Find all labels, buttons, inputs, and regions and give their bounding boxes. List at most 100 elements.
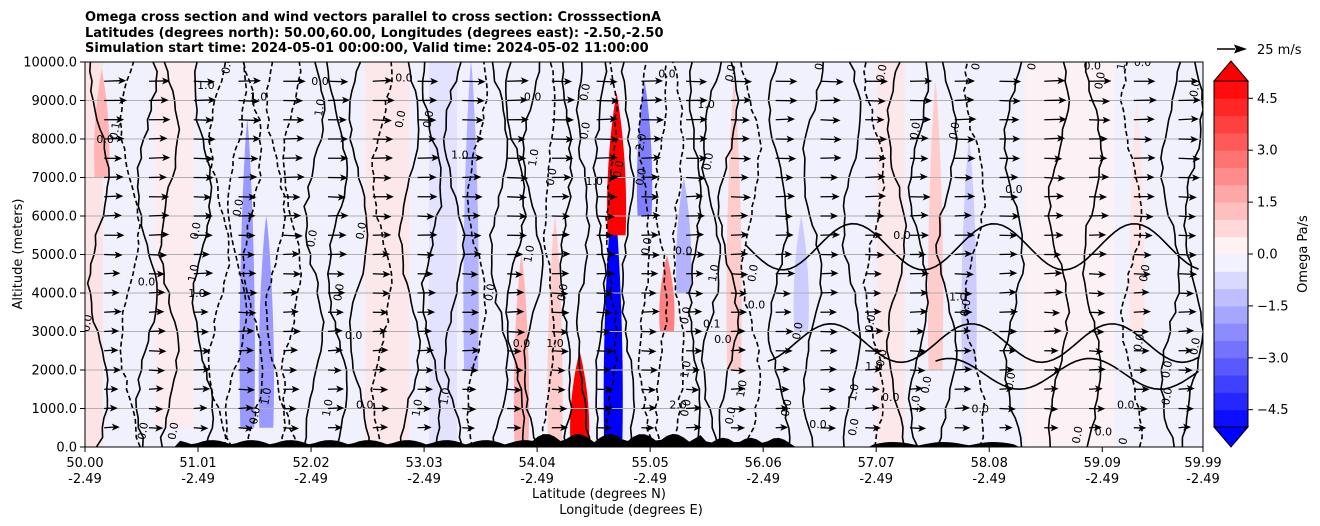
wind-vector-57 <box>238 424 254 432</box>
contour-label-50: 0.0 <box>678 398 694 417</box>
wind-vector-359 <box>909 97 933 105</box>
wind-vector-head-424 <box>1097 309 1106 317</box>
contour-label-84: 0.0 <box>1083 60 1101 73</box>
wind-vector-210 <box>596 405 613 413</box>
contour-label-55: 0.0 <box>723 406 739 425</box>
wind-vector-77 <box>283 405 297 413</box>
wind-vector-head-86 <box>294 232 303 240</box>
wind-vector-head-187 <box>520 116 529 124</box>
wind-vector-42 <box>193 347 211 355</box>
contour-label-9: 1.0 <box>188 287 206 300</box>
wind-vector-237 <box>641 251 660 259</box>
wind-vector-378 <box>954 96 975 104</box>
wind-vector-277 <box>730 212 749 220</box>
wind-vector-135 <box>417 385 433 393</box>
wind-vector-shaft-259 <box>686 195 698 198</box>
wind-vector-shaft-253 <box>686 311 697 313</box>
wind-vector-425 <box>1088 290 1106 298</box>
wind-vector-shaft-401 <box>1044 388 1053 390</box>
wind-vector-33 <box>148 154 171 162</box>
wind-vector-head-141 <box>425 270 434 278</box>
wind-vector-head-449 <box>1146 193 1155 201</box>
wind-vector-93 <box>283 97 304 105</box>
wind-vector-head-225 <box>609 115 618 123</box>
wind-vector-head-213 <box>606 347 615 355</box>
x-tick-label-lon-7: -2.49 <box>859 472 893 487</box>
wind-vector-head-135 <box>424 385 433 393</box>
wind-vector-head-296 <box>784 212 793 220</box>
colorbar-segment-2 <box>1214 375 1248 393</box>
wind-vector-head-131 <box>386 96 395 104</box>
wind-vector-87 <box>283 212 302 220</box>
wind-vector-head-356 <box>920 155 929 163</box>
wind-vector-head-347 <box>916 327 925 335</box>
wind-vector-head-216 <box>605 289 614 297</box>
contour-label-32: 1.0 <box>521 244 537 263</box>
wind-vector-head-56 <box>207 78 216 86</box>
wind-vector-shaft-176 <box>507 330 520 333</box>
wind-vector-shaft-435 <box>1088 99 1105 102</box>
wind-vector-head-104 <box>339 250 348 258</box>
wind-vector-289 <box>775 347 793 355</box>
wind-vector-head-433 <box>1099 135 1108 143</box>
wind-vector-head-121 <box>382 289 391 297</box>
wind-vector-245 <box>641 96 663 104</box>
wind-vector-head-239 <box>652 211 661 219</box>
wind-vector-213 <box>596 347 615 355</box>
wind-vector-head-46 <box>205 269 214 277</box>
wind-vector-146 <box>417 173 437 181</box>
wind-vector-head-165 <box>473 173 482 181</box>
wind-vector-head-272 <box>739 308 748 316</box>
wind-vector-46 <box>193 269 214 277</box>
wind-vector-head-442 <box>1141 328 1150 336</box>
wind-vector-head-421 <box>1097 365 1106 373</box>
wind-vector-105 <box>328 231 347 239</box>
wind-vector-head-154 <box>468 385 477 393</box>
wind-vector-head-47 <box>201 250 210 258</box>
wind-vector-head-124 <box>383 231 392 239</box>
wind-vector-head-321 <box>832 96 841 104</box>
wind-vector-head-60 <box>246 366 255 374</box>
wind-vector-shaft-8 <box>104 272 115 275</box>
wind-vector-400 <box>1044 405 1059 413</box>
wind-vector-layer <box>104 77 1201 432</box>
wind-vector-shaft-107 <box>327 196 340 198</box>
wind-vector-head-227 <box>609 78 618 86</box>
contour-label-44: 0.0 <box>639 236 655 255</box>
wind-vector-71 <box>238 155 259 163</box>
wind-vector-shaft-28 <box>148 253 162 256</box>
wind-vector-head-455 <box>1147 77 1156 85</box>
wind-vector-shaft-175 <box>507 350 516 352</box>
wind-vector-shaft-153 <box>462 407 471 410</box>
wind-vector-shaft-130 <box>372 119 386 122</box>
contour-label-41: 0.0 <box>633 167 649 186</box>
wind-vector-head-14 <box>114 154 123 162</box>
wind-vector-361 <box>954 424 971 432</box>
wind-vector-177 <box>507 308 525 316</box>
colorbar-segment-16 <box>1214 132 1248 151</box>
wind-vector-head-241 <box>650 173 659 181</box>
wind-vector-head-456 <box>1183 423 1192 431</box>
wind-vector-106 <box>327 212 349 220</box>
contour-line-8 <box>264 62 287 447</box>
wind-vector-92 <box>283 116 305 124</box>
wind-vector-76 <box>283 424 299 432</box>
wind-vector-304 <box>820 424 837 432</box>
wind-vector-shaft-366 <box>954 330 966 333</box>
wind-vector-207 <box>551 96 576 104</box>
wind-vector-343 <box>909 405 927 413</box>
wind-vector-190 <box>551 424 569 432</box>
wind-vector-shaft-260 <box>686 176 700 179</box>
wind-vector-head-469 <box>1191 174 1200 182</box>
x-tick-label-lat-8: 58.08 <box>971 456 1008 471</box>
wind-vector-32 <box>148 173 168 181</box>
wind-vector-head-99 <box>335 346 344 354</box>
wind-vector-shaft-26 <box>148 291 160 294</box>
wind-vector-318 <box>820 154 842 162</box>
wind-vector-head-157 <box>469 328 478 336</box>
wind-vector-341 <box>865 77 889 85</box>
wind-vector-415 <box>1044 115 1067 123</box>
wind-vector-head-140 <box>428 289 437 297</box>
wind-vector-436 <box>1089 77 1112 85</box>
contour-line-9 <box>280 62 303 447</box>
